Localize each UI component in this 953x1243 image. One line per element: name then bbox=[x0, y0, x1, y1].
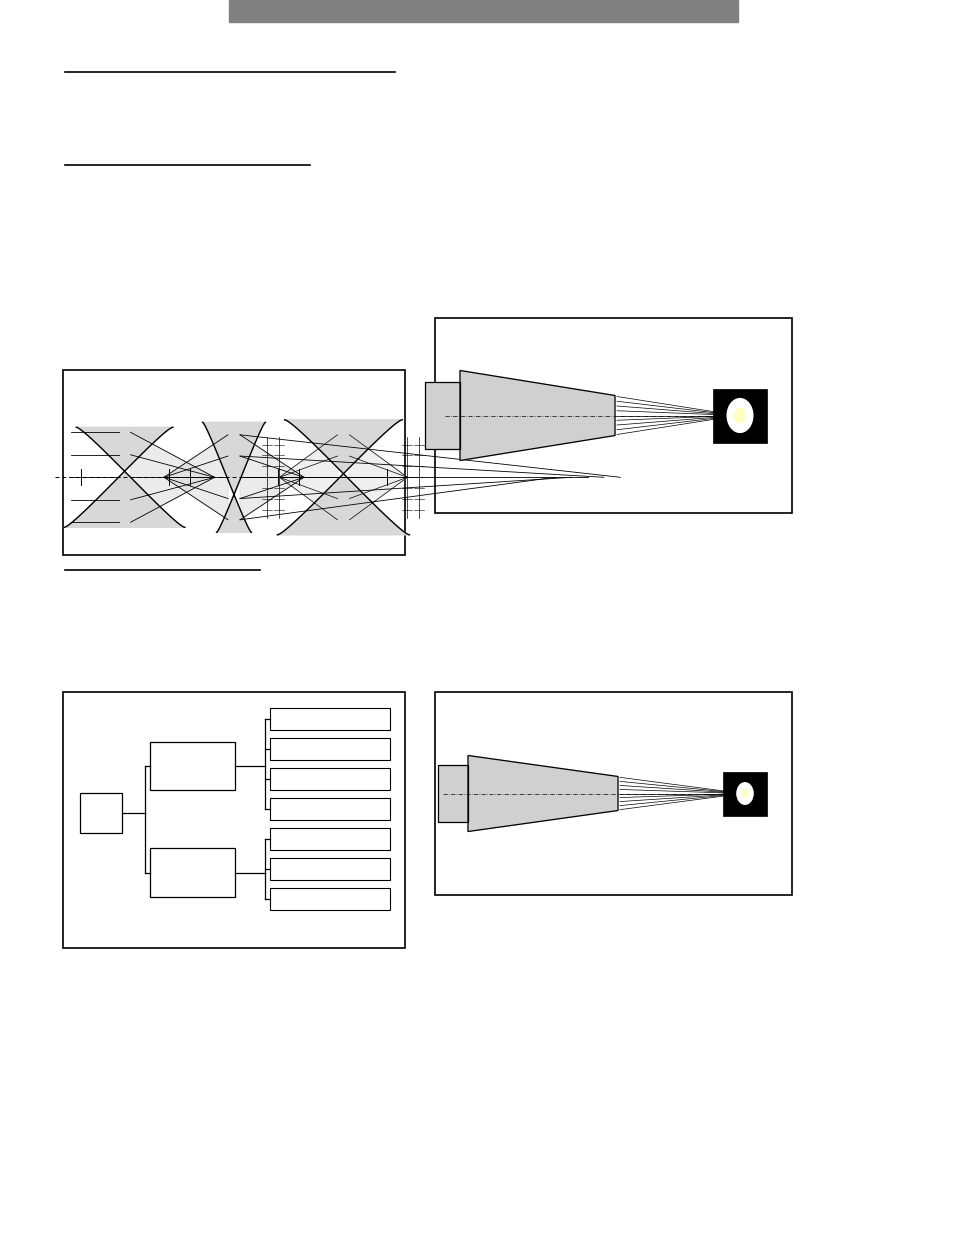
Bar bbox=[437, 764, 468, 822]
Bar bbox=[150, 742, 234, 791]
Bar bbox=[270, 858, 390, 880]
Circle shape bbox=[726, 398, 753, 433]
Circle shape bbox=[736, 782, 753, 805]
Circle shape bbox=[733, 408, 745, 424]
Polygon shape bbox=[277, 420, 409, 534]
Polygon shape bbox=[349, 435, 407, 520]
Polygon shape bbox=[240, 435, 304, 520]
Polygon shape bbox=[279, 435, 337, 520]
Bar bbox=[63, 692, 405, 948]
Bar bbox=[80, 793, 122, 833]
Polygon shape bbox=[202, 423, 265, 532]
Polygon shape bbox=[468, 756, 618, 832]
Polygon shape bbox=[459, 370, 615, 460]
Bar bbox=[270, 709, 390, 730]
Bar bbox=[270, 738, 390, 759]
Bar bbox=[270, 888, 390, 910]
Polygon shape bbox=[64, 428, 185, 527]
Bar bbox=[435, 692, 791, 895]
Bar bbox=[270, 768, 390, 791]
Bar bbox=[270, 798, 390, 820]
Bar bbox=[712, 389, 766, 443]
Polygon shape bbox=[131, 433, 214, 522]
Bar bbox=[722, 772, 766, 815]
Bar bbox=[424, 382, 459, 449]
Circle shape bbox=[740, 789, 748, 798]
Polygon shape bbox=[164, 435, 228, 520]
Bar bbox=[63, 370, 405, 556]
Bar bbox=[270, 828, 390, 850]
Bar bbox=[150, 848, 234, 897]
Bar bbox=[435, 318, 791, 513]
Bar bbox=[229, 0, 738, 22]
